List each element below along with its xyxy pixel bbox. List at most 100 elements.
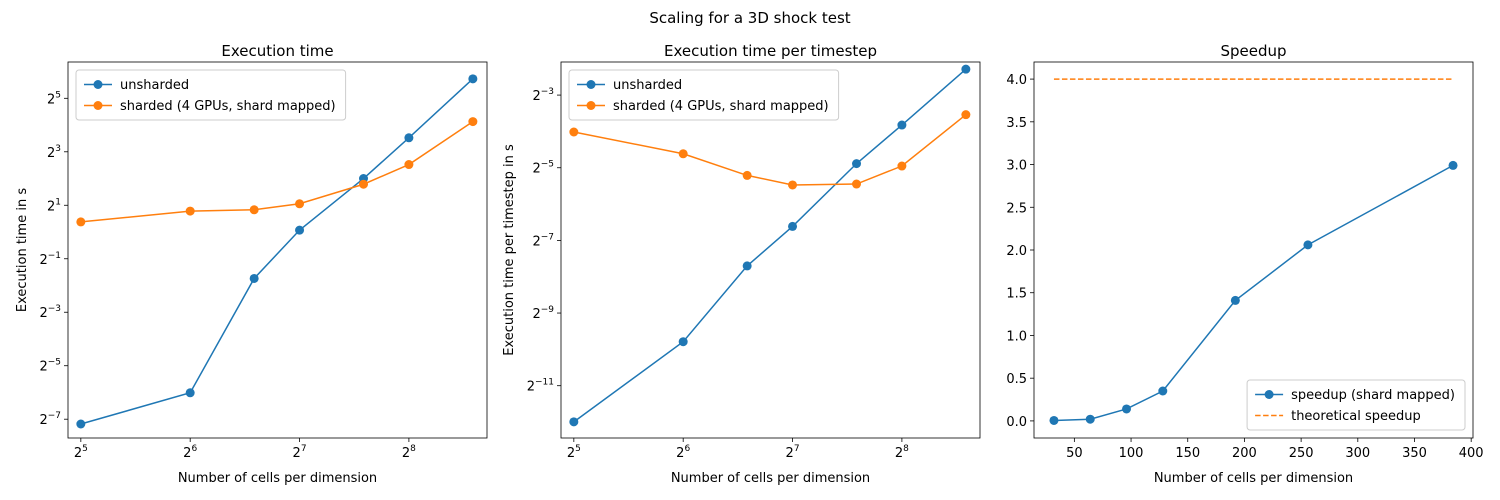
axes-frame <box>67 61 488 439</box>
axes-frame <box>560 61 981 439</box>
data-point <box>1049 415 1059 425</box>
y-tick-label: 3.5 <box>1006 116 1027 131</box>
x-tick-label: 400 <box>1459 446 1484 461</box>
y-tick-label: 25 <box>47 90 61 107</box>
legend: unsharded sharded (4 GPUs, shard mapped) <box>75 69 347 121</box>
x-tick-label: 100 <box>1119 446 1144 461</box>
y-tick-label: 2−3 <box>39 304 61 321</box>
data-point <box>76 217 86 227</box>
x-tick-label: 350 <box>1402 446 1427 461</box>
x-axis-label: Number of cells per dimension <box>1154 471 1353 486</box>
data-point <box>1230 295 1240 305</box>
legend-label: speedup (shard mapped) <box>1291 388 1455 403</box>
y-tick-label: 2−11 <box>527 378 554 395</box>
series-1 <box>569 64 971 427</box>
data-point <box>468 117 478 127</box>
data-point <box>742 170 752 180</box>
chart-title: Speedup <box>1220 42 1286 60</box>
legend-marker <box>586 80 596 89</box>
legend: unsharded sharded (4 GPUs, shard mapped) <box>568 69 840 121</box>
data-point <box>569 417 579 427</box>
data-point <box>742 261 752 271</box>
y-tick-label: 21 <box>47 197 61 214</box>
chart-panel-1: 25 26 27 28 2−7 2−5 2−3 2−1 21 23 25 Execution time… <box>15 42 488 486</box>
data-point <box>897 120 907 130</box>
y-tick-label: 2−5 <box>532 160 554 177</box>
series-2 <box>76 117 478 227</box>
data-point <box>852 179 862 189</box>
data-point <box>1122 404 1132 414</box>
y-tick-label: 1.5 <box>1006 287 1027 302</box>
data-point <box>404 160 414 170</box>
legend: speedup (shard mapped) theoretical speedu… <box>1246 379 1466 431</box>
data-point <box>852 159 862 169</box>
y-axis-label: Execution time in s <box>15 188 30 312</box>
data-point <box>1448 160 1458 170</box>
legend-label: unsharded <box>120 78 189 93</box>
y-tick-label: 2−1 <box>39 251 61 268</box>
y-tick-label: 23 <box>47 144 61 161</box>
data-point <box>788 221 798 231</box>
data-point <box>295 225 305 235</box>
x-tick-label: 250 <box>1289 446 1314 461</box>
data-point <box>678 149 688 159</box>
chart-panel-2: 25 26 27 28 2−11 2−9 2−7 2−5 2−3 Execution time p… <box>502 42 981 486</box>
data-point <box>1085 414 1095 424</box>
x-tick-label: 50 <box>1066 446 1083 461</box>
y-tick-label: 2−3 <box>532 87 554 104</box>
y-tick-label: 0.5 <box>1006 372 1027 387</box>
legend-marker <box>93 80 103 89</box>
chart-panel-3: 50 100 150 200 250 300 350 400 0.0 0.5 1.0 1.5 2.0 2.… <box>1006 42 1483 486</box>
data-point <box>249 273 259 283</box>
y-tick-label: 2.5 <box>1006 201 1027 216</box>
x-tick-label: 200 <box>1232 446 1257 461</box>
series-line <box>573 114 967 186</box>
data-point <box>961 110 971 120</box>
series-line <box>573 68 967 423</box>
y-tick-label: 2.0 <box>1006 244 1027 259</box>
y-tick-label: 0.0 <box>1006 415 1027 430</box>
legend-label: unsharded <box>613 78 682 93</box>
data-point <box>1158 386 1168 396</box>
series-1 <box>1049 160 1458 425</box>
series-1 <box>76 74 478 429</box>
y-tick-label: 2−7 <box>39 411 61 428</box>
x-tick-label: 27 <box>786 444 800 461</box>
data-point <box>961 64 971 74</box>
y-axis-label: Execution time per timestep in s <box>502 144 517 356</box>
legend-marker <box>586 101 596 110</box>
x-tick-label: 28 <box>402 444 416 461</box>
legend-box <box>1246 379 1466 431</box>
data-point <box>359 179 369 189</box>
x-tick-label: 26 <box>676 444 690 461</box>
chart-title: Execution time per timestep <box>664 42 877 60</box>
data-point <box>249 205 259 215</box>
data-point <box>185 206 195 216</box>
series-line <box>80 78 474 425</box>
y-tick-label: 4.0 <box>1006 73 1027 88</box>
data-point <box>468 74 478 84</box>
series-2 <box>569 110 971 190</box>
y-tick-label: 2−9 <box>532 305 554 322</box>
legend-marker <box>93 101 103 110</box>
x-tick-label: 28 <box>895 444 909 461</box>
legend-label: sharded (4 GPUs, shard mapped) <box>120 99 336 114</box>
x-axis-label: Number of cells per dimension <box>178 471 377 486</box>
x-tick-label: 27 <box>293 444 307 461</box>
data-point <box>76 419 86 429</box>
data-point <box>788 180 798 190</box>
legend-marker <box>1264 390 1274 399</box>
figure-suptitle: Scaling for a 3D shock test <box>649 9 850 27</box>
y-tick-label: 1.0 <box>1006 329 1027 344</box>
y-tick-label: 2−7 <box>532 232 554 249</box>
data-point <box>897 161 907 171</box>
axes-frame <box>1033 61 1474 439</box>
legend-box <box>75 69 347 121</box>
legend-label: theoretical speedup <box>1291 409 1421 424</box>
x-tick-label: 26 <box>183 444 197 461</box>
data-point <box>295 199 305 209</box>
legend-label: sharded (4 GPUs, shard mapped) <box>613 99 829 114</box>
x-tick-label: 150 <box>1175 446 1200 461</box>
legend-box <box>568 69 840 121</box>
y-tick-label: 2−5 <box>39 358 61 375</box>
